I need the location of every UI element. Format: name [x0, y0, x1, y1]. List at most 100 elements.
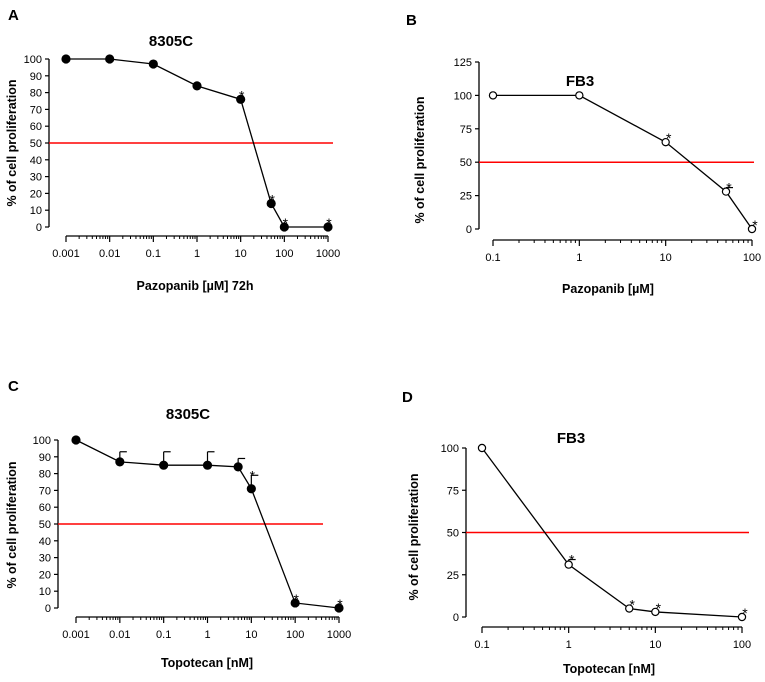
x-tick-label: 0.01: [109, 629, 130, 641]
y-tick-label: 0: [36, 222, 42, 234]
x-tick-label: 10: [235, 248, 247, 260]
y-tick-label: 0: [453, 612, 459, 624]
y-tick-label: 30: [30, 172, 42, 184]
data-point: [105, 54, 115, 64]
y-tick-label: 0: [45, 603, 51, 615]
x-tick-label: 1: [576, 252, 582, 264]
y-tick-label: 10: [39, 586, 51, 598]
x-tick-label: 0.1: [485, 252, 500, 264]
x-tick-label: 10: [649, 639, 661, 651]
x-tick-label: 1000: [327, 629, 351, 641]
y-tick-label: 10: [30, 205, 42, 217]
data-point: [148, 59, 158, 69]
panel-b: B FB3 Pazopanib [µM] % of cell prolifera…: [406, 12, 761, 296]
y-tick-label: 25: [447, 570, 459, 582]
data-point: [246, 484, 256, 494]
chart-title: 8305C: [166, 406, 210, 423]
x-tick-label: 1: [194, 248, 200, 260]
panel-letter: B: [406, 12, 417, 29]
x-tick-label: 100: [286, 629, 304, 641]
data-point: [575, 91, 584, 100]
y-tick-label: 70: [39, 485, 51, 497]
chart-title: FB3: [557, 430, 585, 447]
series-line: [75, 439, 340, 609]
y-tick-label: 90: [39, 452, 51, 464]
significance-star: *: [239, 87, 245, 103]
x-tick-label: 1: [204, 629, 210, 641]
x-axis-label: Pazopanib [µM] 72h: [137, 279, 254, 293]
data-point: [477, 443, 487, 453]
y-tick-label: 100: [33, 435, 51, 447]
significance-star: *: [293, 591, 299, 607]
y-tick-label: 90: [30, 71, 42, 83]
data-point: [488, 91, 498, 100]
panel-letter: D: [402, 389, 413, 406]
y-tick-label: 0: [466, 224, 472, 236]
y-tick-label: 125: [454, 57, 472, 69]
significance-star: *: [250, 467, 256, 483]
data-point: [159, 460, 169, 470]
x-tick-label: 0.1: [146, 248, 161, 260]
chart-title: 8305C: [149, 33, 193, 50]
y-axis-label: % of cell proliferation: [407, 473, 421, 600]
y-tick-label: 50: [39, 519, 51, 531]
panel-letter: A: [8, 7, 19, 24]
y-tick-label: 50: [460, 157, 472, 169]
y-tick-label: 60: [39, 502, 51, 514]
significance-star: *: [269, 191, 275, 207]
y-tick-label: 25: [460, 191, 472, 203]
significance-star: *: [656, 600, 662, 616]
panel-letter: C: [8, 378, 19, 395]
y-tick-label: 30: [39, 553, 51, 565]
x-tick-label: 100: [743, 252, 761, 264]
y-tick-label: 40: [30, 155, 42, 167]
y-tick-label: 60: [30, 121, 42, 133]
y-axis-label: % of cell proliferation: [5, 79, 19, 206]
x-tick-label: 0.1: [156, 629, 171, 641]
data-point: [192, 81, 202, 91]
data-point: [71, 435, 81, 445]
y-tick-label: 75: [460, 124, 472, 136]
plot-area: 0 25 50 75 100 0.1 1 10 100 * * * *: [441, 443, 752, 651]
data-point: [115, 457, 125, 467]
y-tick-label: 40: [39, 536, 51, 548]
data-point: [279, 222, 289, 232]
significance-star: *: [752, 217, 758, 233]
significance-star: *: [630, 597, 636, 613]
y-tick-label: 80: [30, 88, 42, 100]
y-axis-label: % of cell proliferation: [413, 96, 427, 223]
significance-star: *: [569, 552, 575, 568]
data-point: [290, 598, 300, 608]
data-point: [661, 137, 670, 147]
x-tick-label: 1000: [316, 248, 340, 260]
data-point: [233, 462, 243, 472]
data-point: [747, 224, 757, 234]
significance-star: *: [742, 605, 748, 621]
plot-area: 0 25 50 75 100 125 0.1 1 10 100 * * *: [454, 57, 762, 264]
x-tick-label: 100: [733, 639, 751, 651]
data-point: [236, 94, 246, 104]
data-point: [323, 222, 333, 232]
x-axis-label: Pazopanib [µM]: [562, 282, 654, 296]
y-tick-label: 70: [30, 104, 42, 116]
panel-a: A 8305C Pazopanib [µM] 72h % of cell pro…: [5, 7, 340, 293]
data-point: [721, 187, 731, 196]
panel-d: D FB3 Topotecan [nM] % of cell prolifera…: [402, 389, 751, 676]
y-tick-label: 20: [30, 188, 42, 200]
x-axis-label: Topotecan [nM]: [161, 656, 253, 670]
x-tick-label: 100: [275, 248, 293, 260]
x-tick-label: 10: [660, 252, 672, 264]
panel-c: C 8305C Topotecan [nM] % of cell prolife…: [5, 378, 351, 670]
significance-star: *: [726, 180, 732, 196]
data-point: [334, 603, 344, 613]
data-point: [266, 198, 276, 209]
x-tick-label: 0.1: [474, 639, 489, 651]
data-point: [61, 54, 71, 64]
x-tick-label: 0.001: [62, 629, 90, 641]
y-tick-label: 50: [30, 138, 42, 150]
data-point: [202, 460, 213, 470]
data-point: [651, 607, 660, 617]
significance-star: *: [326, 215, 332, 231]
y-tick-label: 100: [24, 54, 42, 66]
